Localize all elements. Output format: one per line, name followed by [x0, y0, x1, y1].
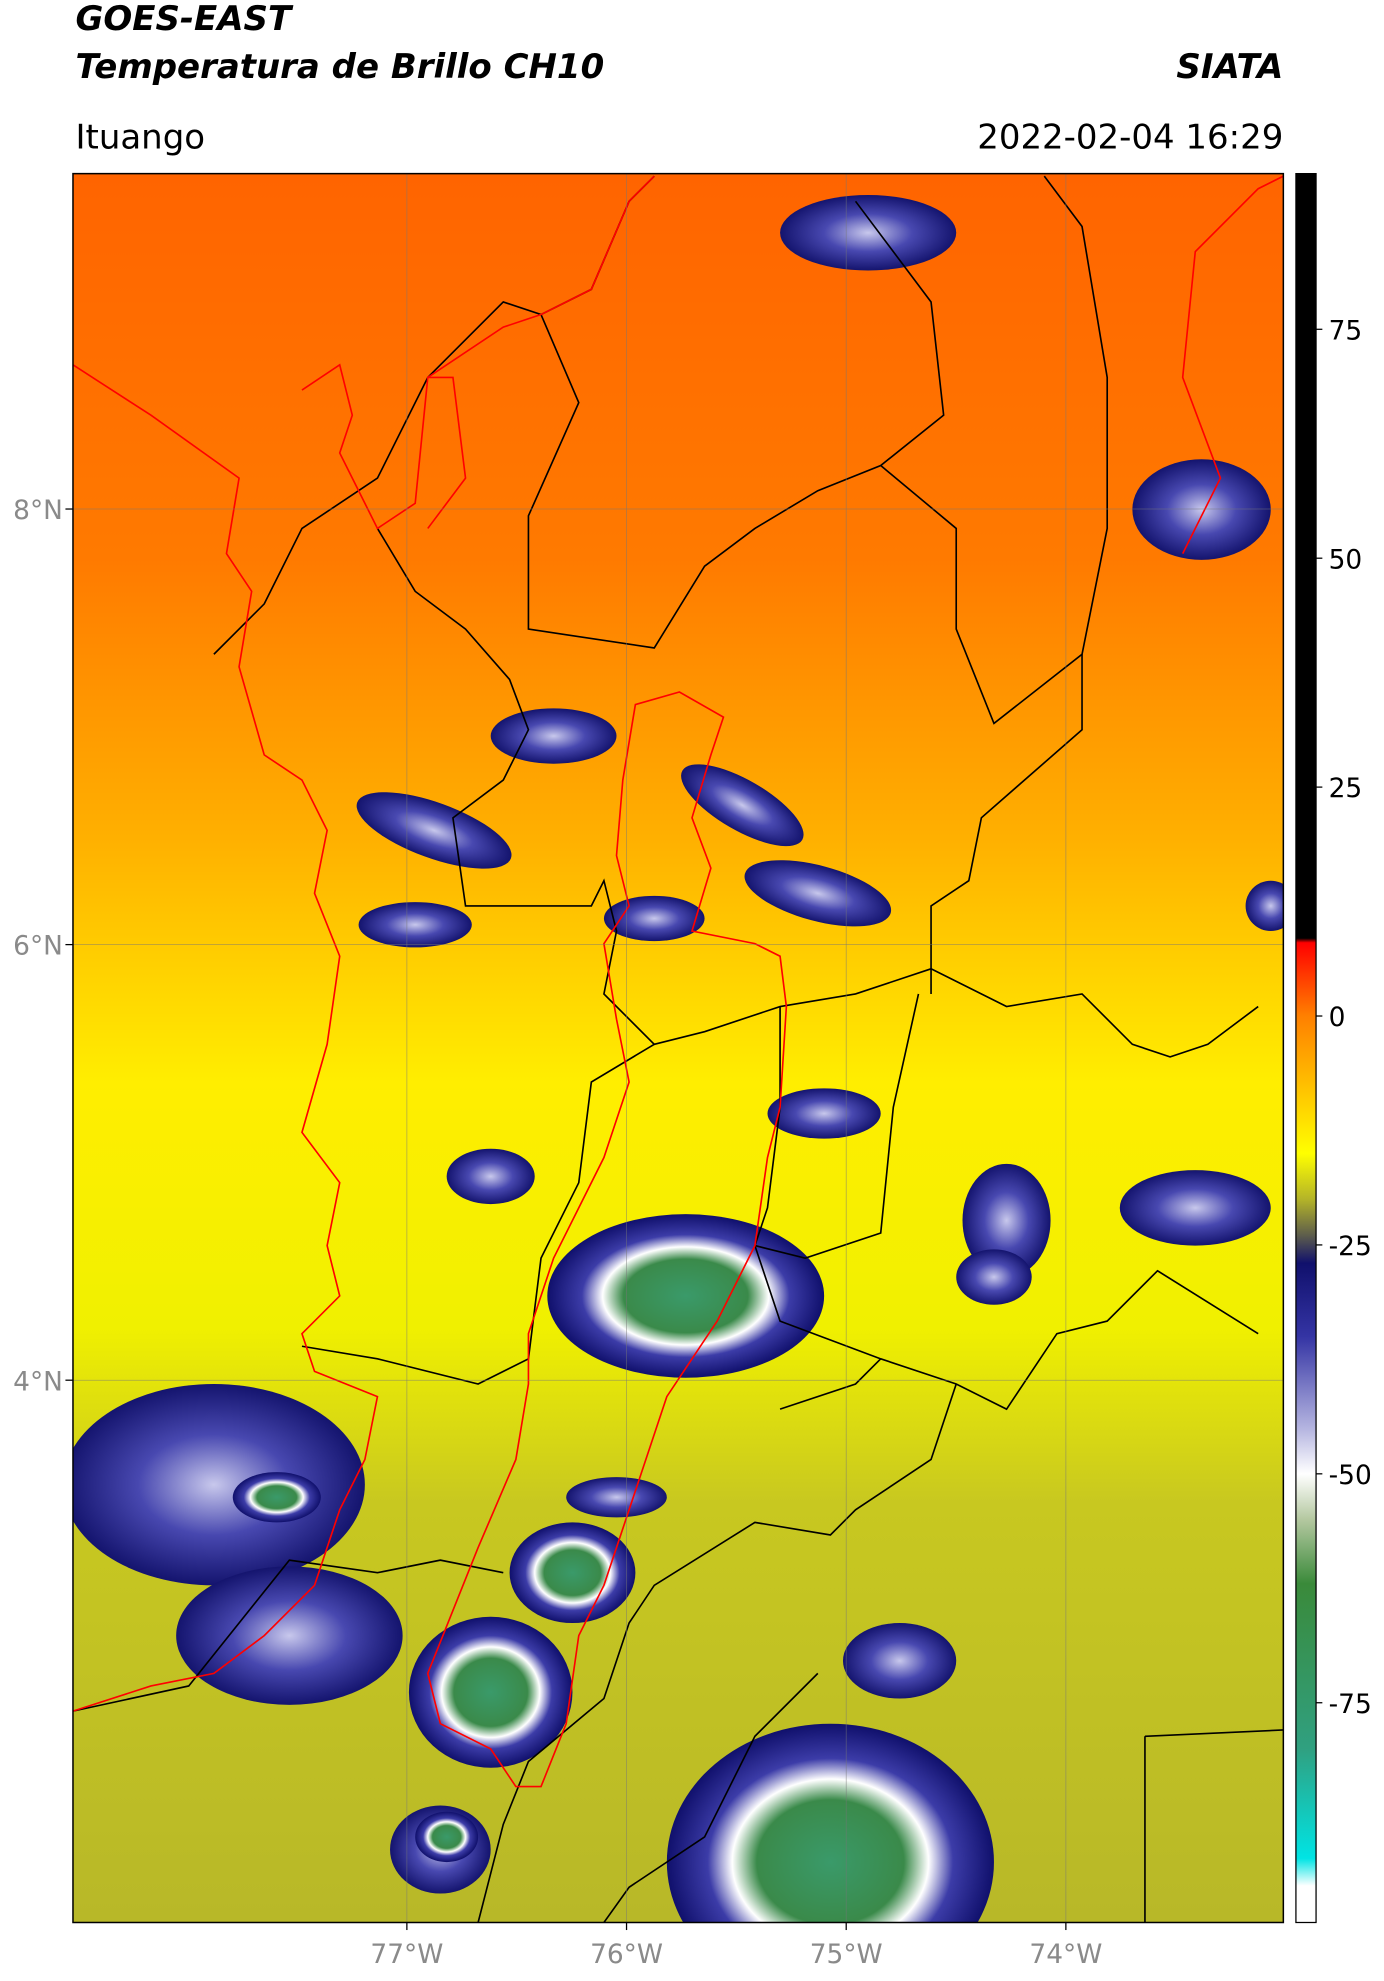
convective-cores: [232, 1214, 994, 1923]
coastline: [72, 175, 1284, 1788]
x-tick-label: 75°W: [810, 1939, 883, 1970]
colorbar-tick-label: 0: [1329, 1002, 1346, 1033]
colorbar-tick-label: 25: [1329, 773, 1363, 804]
y-tick-label: 4°N: [13, 1366, 63, 1397]
x-tick-label: 77°W: [370, 1939, 443, 1970]
map-frame: [72, 172, 1285, 1924]
x-tick-label: 76°W: [590, 1939, 663, 1970]
y-tick-label: 8°N: [13, 495, 63, 526]
colorbar-tick-label: 75: [1329, 315, 1363, 346]
region: Ituango: [75, 117, 205, 157]
colorbar-tick-label: -25: [1329, 1231, 1372, 1262]
gridlines: [72, 173, 1284, 1923]
colorbar-tick-label: 50: [1329, 544, 1363, 575]
title: GOES-EAST: [75, 0, 293, 39]
source: SIATA: [1176, 47, 1283, 87]
borders: [72, 175, 1284, 1923]
subtitle: Temperatura de Brillo CH10: [75, 47, 604, 87]
y-tick-label: 6°N: [13, 931, 63, 962]
colorbar: [1295, 172, 1317, 1924]
map-image: [72, 173, 1284, 1923]
colorbar-tick-label: -75: [1329, 1689, 1372, 1720]
colorbar-tick-label: -50: [1329, 1460, 1372, 1491]
x-tick-label: 74°W: [1029, 1939, 1102, 1970]
timestamp: 2022-02-04 16:29: [977, 117, 1283, 157]
